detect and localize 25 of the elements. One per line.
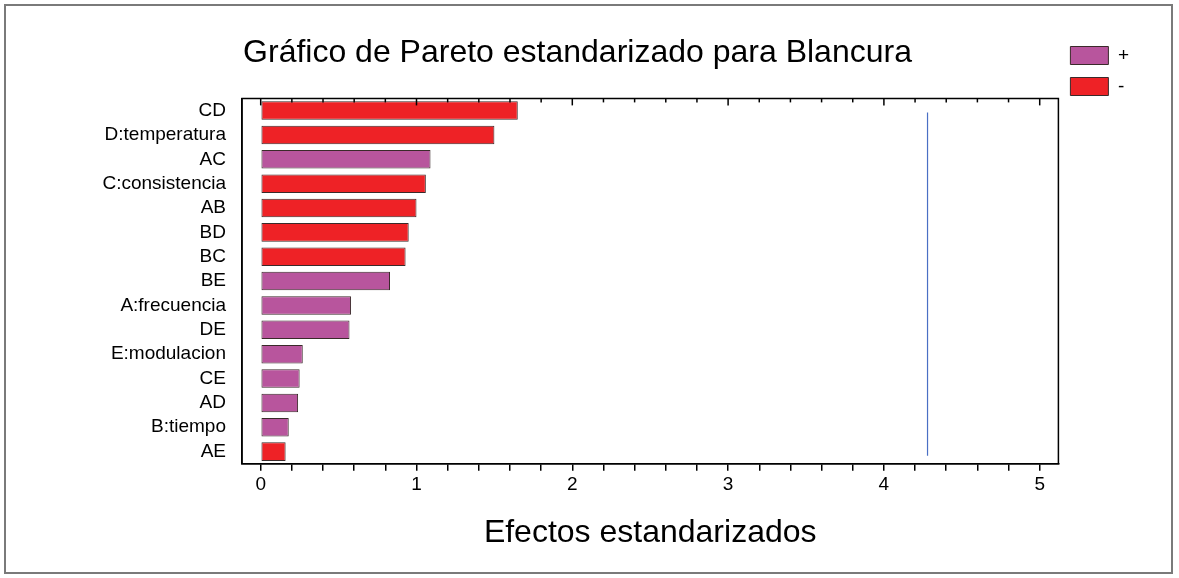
y-tick-label: A:frecuencia [120,293,227,315]
x-tick-label: 0 [255,473,266,495]
y-tick-label: BC [199,244,226,266]
y-tick-label: BD [199,220,226,242]
chart-title: Gráfico de Pareto estandarizado para Blancura [243,33,913,70]
y-tick-label: AB [200,196,226,218]
x-tick-label: 4 [878,473,890,495]
y-tick-label: C:consistencia [102,171,227,193]
x-tick-label: 3 [722,473,734,495]
y-tick-label: CE [199,366,226,388]
y-tick-label: AE [200,439,226,461]
x-tick-label: 5 [1034,473,1045,495]
legend-label: - [1117,74,1125,96]
x-axis-title: Efectos estandarizados [483,512,817,549]
legend-label: + [1117,43,1130,65]
y-tick-label: B:tiempo [151,415,226,437]
y-tick-label: AC [199,147,226,169]
y-tick-label: BE [200,269,226,291]
x-tick-label: 1 [411,473,422,495]
x-tick-label: 2 [567,473,578,495]
y-tick-label: AD [199,391,226,413]
y-tick-label: DE [199,318,226,340]
y-tick-label: CD [198,98,226,120]
y-tick-label: D:temperatura [104,123,227,145]
y-tick-label: E:modulacion [110,342,226,364]
